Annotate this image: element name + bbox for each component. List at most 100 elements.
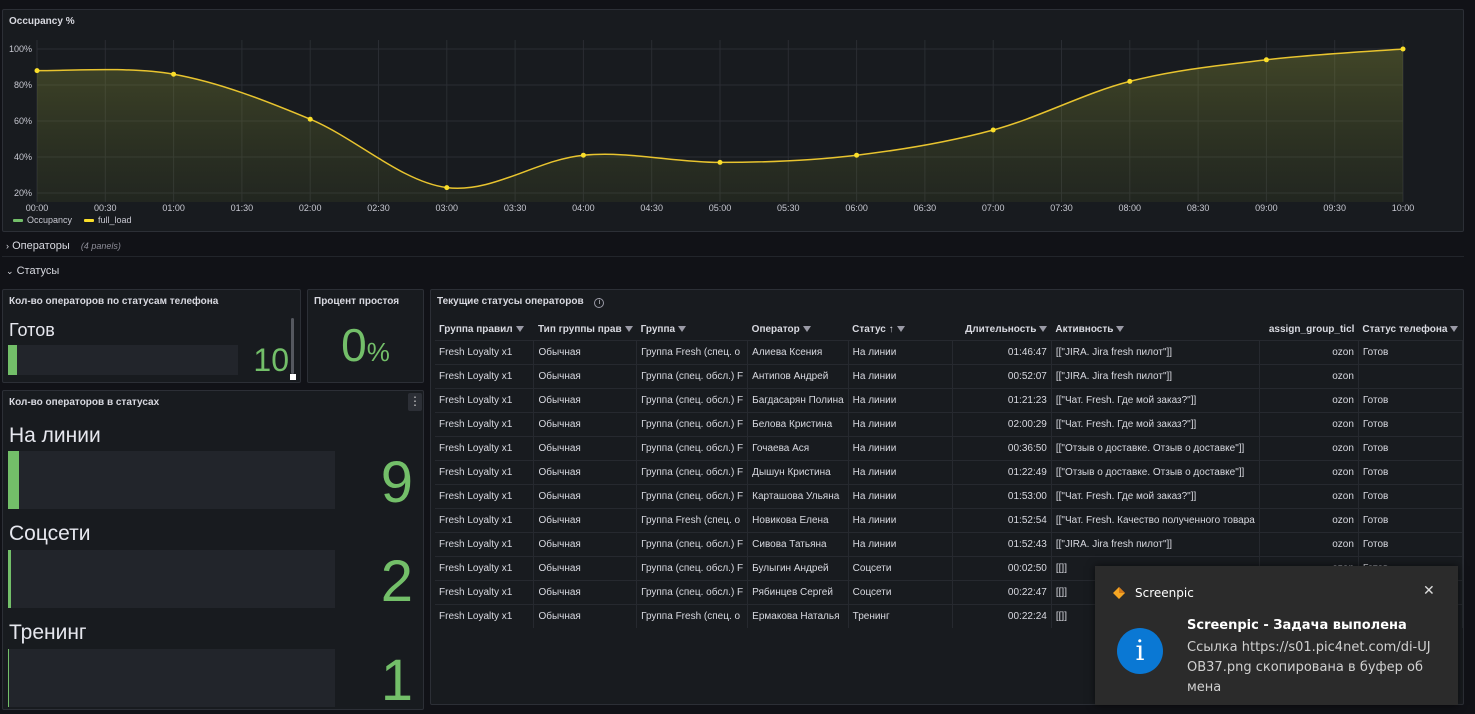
row-operators[interactable]: › Операторы (4 panels): [6, 240, 121, 252]
table-cell: 01:21:23: [952, 388, 1052, 413]
table-row[interactable]: Fresh Loyalty x1 Обычная Группа (спец. обс…: [435, 412, 1463, 437]
y-tick-label: 80%: [14, 80, 32, 90]
close-icon[interactable]: ✕: [1423, 583, 1435, 599]
table-cell: Обычная: [533, 532, 638, 557]
table-cell: Fresh Loyalty x1: [435, 508, 535, 533]
filter-icon[interactable]: [802, 325, 811, 332]
idle-percent-panel: Процент простоя 0%: [307, 289, 424, 383]
x-tick-label: 06:00: [845, 203, 868, 213]
filter-icon[interactable]: [678, 325, 687, 332]
table-cell: 00:52:07: [952, 364, 1052, 389]
resize-handle[interactable]: [290, 374, 296, 380]
table-cell: ozon: [1259, 532, 1359, 557]
table-cell: Соцсети: [848, 556, 954, 581]
column-header[interactable]: Активность: [1051, 318, 1259, 341]
table-cell: [["JIRA. Jira fresh пилот"]]: [1051, 364, 1260, 389]
bar-gauge-value: 10: [253, 342, 289, 378]
table-cell: Алиева Ксения: [747, 340, 849, 365]
table-cell: [["Чат. Fresh. Где мой заказ?"]]: [1051, 484, 1260, 509]
bar-gauge-track: [8, 649, 335, 707]
table-cell: 00:02:50: [952, 556, 1052, 581]
table-cell: 01:22:49: [952, 460, 1052, 485]
table-cell: [["Чат. Fresh. Где мой заказ?"]]: [1051, 412, 1260, 437]
legend-item-occupancy[interactable]: Occupancy: [13, 215, 72, 225]
x-tick-label: 01:00: [162, 203, 185, 213]
table-cell: Готов: [1358, 436, 1463, 461]
table-row[interactable]: Fresh Loyalty x1 Обычная Группа Fresh (спе…: [435, 340, 1463, 365]
table-cell: На линии: [848, 364, 954, 389]
screenpic-notification[interactable]: Screenpic ✕ i Screenpic - Задача выполен…: [1095, 566, 1458, 705]
table-cell: Fresh Loyalty x1: [435, 412, 535, 437]
table-cell: Дышун Кристина: [747, 460, 849, 485]
filter-icon[interactable]: [1116, 325, 1125, 332]
table-cell: Группа (спец. обсл.) F: [636, 484, 749, 509]
column-header[interactable]: Статус телефона: [1358, 318, 1462, 341]
data-point: [34, 68, 40, 74]
panel-menu-icon[interactable]: ⋮: [408, 393, 422, 411]
table-row[interactable]: Fresh Loyalty x1 Обычная Группа (спец. обс…: [435, 484, 1463, 509]
panel-title: Кол-во операторов по статусам телефона: [9, 296, 219, 307]
table-cell: 02:00:29: [952, 412, 1052, 437]
table-row[interactable]: Fresh Loyalty x1 Обычная Группа (спец. обс…: [435, 460, 1463, 485]
filter-icon[interactable]: [1039, 325, 1048, 332]
bar-gauge-fill: [8, 649, 10, 707]
x-tick-label: 08:30: [1187, 203, 1210, 213]
table-row[interactable]: Fresh Loyalty x1 Обычная Группа (спец. обс…: [435, 364, 1463, 389]
column-header[interactable]: assign_group_ticl: [1268, 323, 1355, 335]
chart-legend: Occupancy full_load: [13, 215, 132, 225]
column-header[interactable]: Длительность: [953, 318, 1052, 341]
table-cell: Обычная: [533, 340, 638, 365]
occupancy-chart[interactable]: 00:00 00:30 01:00 01:30 02:00 02:30 03:00 03:30…: [3, 30, 1463, 230]
filter-icon[interactable]: [515, 325, 524, 332]
table-cell: [["Отзыв о доставке. Отзыв о доставке"]]: [1051, 460, 1260, 485]
table-cell: Группа (спец. обсл.) F: [636, 580, 749, 605]
bar-gauge-track: [8, 345, 238, 375]
x-tick-label: 03:00: [436, 203, 459, 213]
legend-item-full-load[interactable]: full_load: [84, 215, 132, 225]
table-cell: Fresh Loyalty x1: [435, 580, 535, 605]
filter-icon[interactable]: [896, 325, 905, 332]
table-cell: Fresh Loyalty x1: [435, 340, 535, 365]
table-cell: Fresh Loyalty x1: [435, 436, 535, 461]
table-cell: Обычная: [533, 460, 638, 485]
column-header[interactable]: Группа: [637, 318, 748, 341]
x-tick-label: 04:00: [572, 203, 595, 213]
filter-icon[interactable]: [1450, 325, 1459, 332]
column-header[interactable]: Группа правил: [435, 318, 534, 341]
filter-icon[interactable]: [624, 325, 633, 332]
table-cell: 00:22:47: [952, 580, 1052, 605]
data-point: [854, 152, 860, 158]
table-cell: ozon: [1259, 340, 1359, 365]
table-cell: На линии: [848, 412, 954, 437]
bar-gauge-value: 2: [380, 549, 413, 614]
table-cell: На линии: [848, 436, 954, 461]
x-tick-label: 06:30: [914, 203, 937, 213]
table-row[interactable]: Fresh Loyalty x1 Обычная Группа (спец. обс…: [435, 436, 1463, 461]
table-row[interactable]: Fresh Loyalty x1 Обычная Группа Fresh (спе…: [435, 508, 1463, 533]
table-cell: Группа (спец. обсл.) F: [636, 388, 749, 413]
table-cell: [["JIRA. Jira fresh пилот"]]: [1051, 340, 1260, 365]
table-cell: Багдасарян Полина: [747, 388, 849, 413]
table-cell: [["Чат. Fresh. Качество полученного това…: [1051, 508, 1260, 533]
table-row[interactable]: Fresh Loyalty x1 Обычная Группа (спец. обс…: [435, 388, 1463, 413]
column-header[interactable]: Оператор: [748, 318, 848, 341]
table-cell: На линии: [848, 340, 954, 365]
x-tick-label: 04:30: [640, 203, 663, 213]
x-tick-label: 02:00: [299, 203, 322, 213]
y-tick-label: 60%: [14, 116, 32, 126]
scrollbar[interactable]: [291, 318, 294, 374]
column-header[interactable]: Статус ↑: [848, 318, 953, 341]
row-statuses[interactable]: ⌄ Статусы: [6, 265, 59, 277]
column-header[interactable]: Тип группы прав: [534, 318, 637, 341]
table-cell: Обычная: [533, 508, 638, 533]
bar-gauge-fill: [8, 345, 18, 375]
table-cell: Готов: [1358, 388, 1463, 413]
info-icon[interactable]: i: [594, 298, 605, 308]
table-cell: Обычная: [533, 484, 638, 509]
data-point: [717, 159, 723, 165]
table-row[interactable]: Fresh Loyalty x1 Обычная Группа (спец. обс…: [435, 532, 1463, 557]
data-point: [171, 71, 177, 77]
table-cell: ozon: [1259, 436, 1359, 461]
table-cell: Антипов Андрей: [747, 364, 849, 389]
table-cell: Группа (спец. обсл.) F: [636, 412, 749, 437]
